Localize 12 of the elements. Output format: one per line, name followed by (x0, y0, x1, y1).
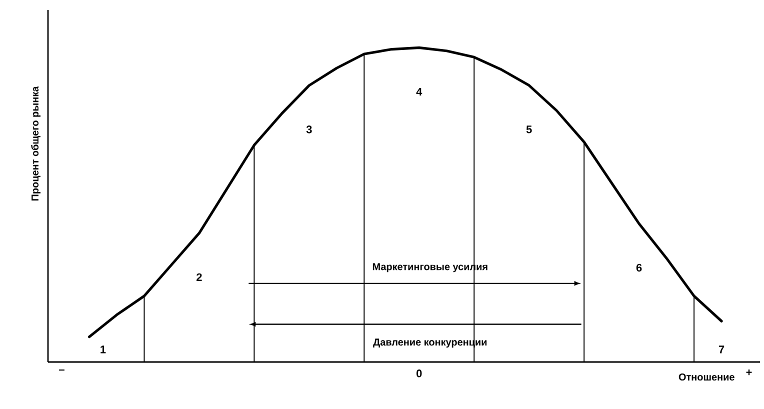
annotation: 2 (196, 273, 202, 281)
annotation: 6 (636, 264, 642, 272)
x-tick-label: 0 (416, 370, 422, 378)
x-axis-title: Отношение (678, 373, 734, 381)
annotation: 4 (416, 88, 422, 96)
annotation: 3 (306, 126, 312, 134)
annotation: 7 (718, 346, 724, 354)
x-tick-label: + (746, 370, 752, 376)
x-tick-label: – (59, 370, 64, 371)
y-axis-title: Процент общего рынка (31, 86, 40, 201)
annotation: 5 (526, 126, 532, 134)
annotation: 1 (100, 346, 106, 354)
